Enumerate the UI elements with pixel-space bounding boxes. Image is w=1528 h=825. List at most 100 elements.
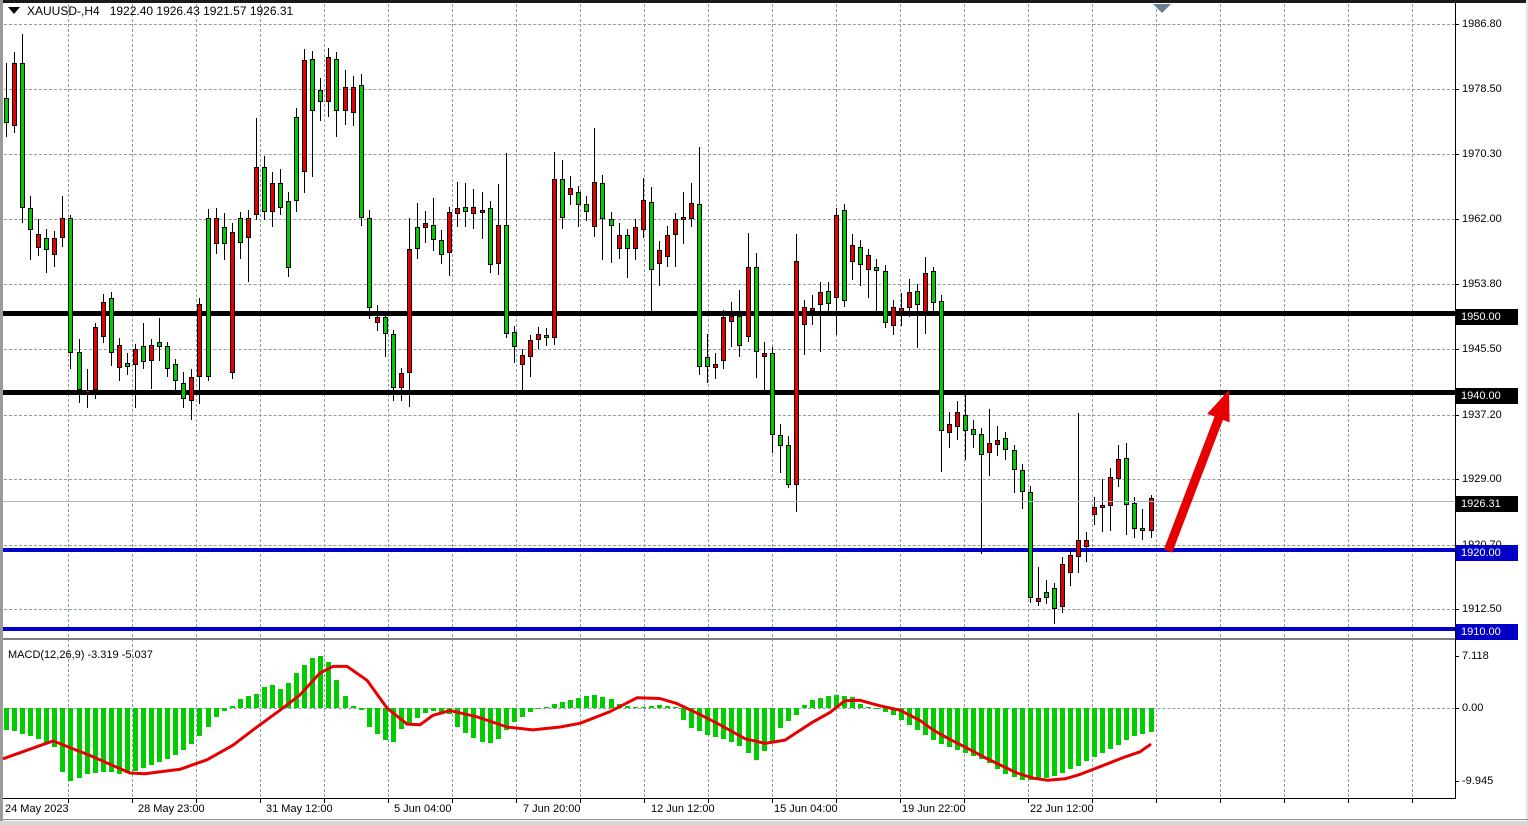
macd-bottom-border xyxy=(3,798,1456,799)
price-level-line[interactable] xyxy=(3,548,1455,552)
candle-bullish xyxy=(609,219,614,226)
macd-histogram-bar xyxy=(609,699,614,708)
horizontal-gridline xyxy=(4,609,1455,610)
macd-histogram-bar xyxy=(278,689,283,708)
horizontal-gridline xyxy=(4,349,1455,350)
candle-bullish xyxy=(20,63,25,208)
candle-bullish xyxy=(842,210,847,301)
macd-histogram-bar xyxy=(689,708,694,728)
macd-histogram-bar xyxy=(512,708,517,722)
macd-histogram-bar xyxy=(52,708,57,747)
price-level-line[interactable] xyxy=(3,311,1455,316)
macd-histogram-bar xyxy=(12,708,17,731)
macd-axis-label: 0.00 xyxy=(1462,702,1484,714)
macd-histogram-bar xyxy=(786,708,791,721)
macd-histogram-bar xyxy=(85,708,90,774)
candle-bullish xyxy=(1003,438,1008,450)
candle-bearish xyxy=(665,235,670,257)
candle-bullish xyxy=(971,429,976,435)
candle-bullish xyxy=(697,204,702,367)
candle-bearish xyxy=(818,292,823,305)
candle-bearish xyxy=(834,215,839,298)
candle-bearish xyxy=(1084,540,1089,547)
macd-histogram-bar xyxy=(1116,708,1121,745)
time-axis-tickmark xyxy=(772,799,773,803)
macd-histogram-bar xyxy=(262,687,267,708)
horizontal-gridline xyxy=(4,89,1455,90)
macd-histogram-bar xyxy=(375,708,380,734)
time-axis[interactable]: 24 May 2023 28 May 23:00 31 May 12:00 5 Jun… xyxy=(3,799,1455,821)
candle-bullish xyxy=(278,183,283,208)
candle-bearish xyxy=(1092,507,1097,515)
time-axis-tickmark xyxy=(196,799,197,803)
macd-histogram-bar xyxy=(1036,708,1041,780)
macd-histogram-bar xyxy=(818,698,823,708)
candle-bearish xyxy=(455,208,460,214)
symbol-dropdown-icon[interactable] xyxy=(8,7,20,14)
chart-shift-marker-icon[interactable] xyxy=(1153,4,1171,13)
macd-histogram-bar xyxy=(746,708,751,753)
macd-histogram-bar xyxy=(133,708,138,771)
candle-bullish xyxy=(512,332,517,347)
macd-histogram-bar xyxy=(4,708,9,730)
candle-wick xyxy=(248,210,249,282)
vertical-gridline xyxy=(1284,4,1285,797)
candle-bullish xyxy=(165,346,170,369)
macd-histogram-bar xyxy=(673,707,678,708)
candle-bullish xyxy=(786,445,791,485)
window-left-border xyxy=(0,0,3,825)
panel-separator[interactable] xyxy=(3,638,1455,640)
macd-histogram-bar xyxy=(649,706,654,708)
macd-histogram-bar xyxy=(923,708,928,735)
price-level-line[interactable] xyxy=(3,627,1455,631)
macd-histogram-bar xyxy=(939,708,944,744)
macd-histogram-bar xyxy=(528,708,533,712)
macd-histogram-bar xyxy=(899,708,904,720)
macd-histogram-bar xyxy=(343,696,348,708)
candle-bullish xyxy=(77,352,82,390)
candle-bearish xyxy=(681,217,686,220)
time-axis-tickmark xyxy=(452,799,453,803)
candle-bearish xyxy=(343,87,348,111)
macd-histogram-bar xyxy=(874,708,879,709)
candle-bearish xyxy=(36,234,41,248)
candle-bearish xyxy=(536,334,541,340)
candle-wick xyxy=(457,182,458,227)
macd-histogram-bar xyxy=(367,708,372,727)
candle-bearish xyxy=(657,250,662,264)
price-level-line[interactable] xyxy=(3,390,1455,395)
candle-bearish xyxy=(326,57,331,102)
price-axis-tickmark xyxy=(1455,349,1459,350)
candle-bearish xyxy=(302,60,307,172)
candle-bearish xyxy=(907,292,912,308)
candle-bearish xyxy=(471,207,476,214)
candle-bearish xyxy=(1108,477,1113,506)
price-badge: 1950.00 xyxy=(1456,309,1518,325)
time-axis-label: 5 Jun 04:00 xyxy=(394,803,452,815)
candle-bearish xyxy=(923,273,928,312)
candle-bullish xyxy=(584,204,589,212)
macd-axis-tickmark xyxy=(1455,656,1459,657)
macd-histogram-bar xyxy=(891,708,896,715)
candle-wick xyxy=(135,344,136,408)
candle-bullish xyxy=(883,271,888,323)
macd-histogram-bar xyxy=(995,708,1000,769)
macd-histogram-bar xyxy=(1060,708,1065,773)
candle-bearish xyxy=(617,235,622,249)
candle-bearish xyxy=(520,355,525,365)
macd-histogram-bar xyxy=(1092,708,1097,757)
macd-histogram-bar xyxy=(504,708,509,730)
candle-wick xyxy=(917,284,918,348)
price-axis[interactable]: 1986.80 1978.50 1970.30 1962.00 1953.80 1945.… xyxy=(1455,3,1526,799)
vertical-gridline xyxy=(516,4,517,797)
candle-bullish xyxy=(754,267,759,352)
candle-bearish xyxy=(60,218,65,238)
price-axis-label: 1945.50 xyxy=(1462,343,1502,355)
candle-wick xyxy=(731,302,732,347)
time-axis-tickmark xyxy=(260,799,261,803)
vertical-gridline xyxy=(644,4,645,797)
macd-histogram-bar xyxy=(931,708,936,740)
time-axis-tickmark xyxy=(1028,799,1029,803)
candle-bullish xyxy=(979,434,984,455)
